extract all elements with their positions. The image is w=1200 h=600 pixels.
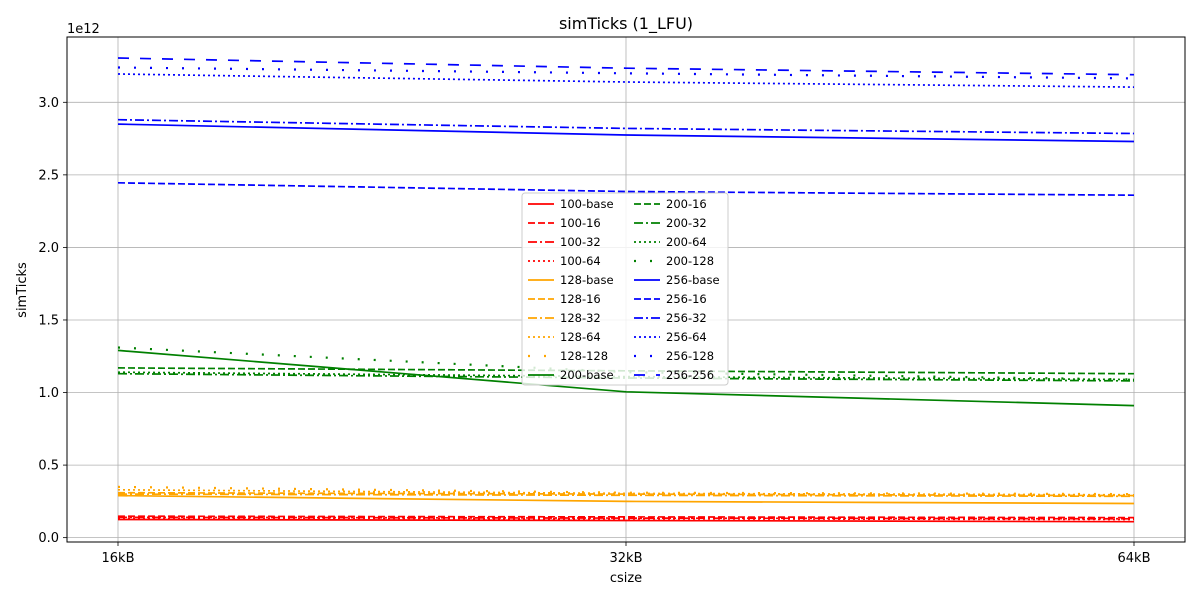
- x-tick-label: 32kB: [610, 551, 643, 566]
- series-line-256-32: [117, 118, 1135, 135]
- legend-label-128-64: 128-64: [560, 330, 601, 344]
- legend-label-200-base: 200-base: [560, 368, 614, 382]
- series-line-128-base: [117, 494, 1135, 505]
- series-line-200-32: [117, 372, 1135, 382]
- series-lines: [117, 57, 1135, 523]
- y-tick-label: 1.5: [38, 313, 59, 328]
- series-line-200-16: [117, 367, 1135, 375]
- legend-box: [521, 192, 729, 386]
- legend: 100-base 100-16 100-32 100-64 128-base 128-16…: [521, 192, 729, 386]
- x-axis-label: csize: [610, 571, 642, 586]
- legend-label-256-base: 256-base: [666, 273, 720, 287]
- legend-label-200-32: 200-32: [666, 216, 707, 230]
- legend-label-128-base: 128-base: [560, 273, 614, 287]
- y-tick-label: 1.0: [38, 386, 59, 401]
- legend-label-128-128: 128-128: [560, 349, 608, 363]
- series-line-100-16: [117, 515, 1135, 519]
- legend-label-256-128: 256-128: [666, 349, 714, 363]
- series-line-256-base: [117, 123, 1135, 143]
- series-line-256-64: [117, 73, 1135, 88]
- series-line-100-64: [117, 517, 1135, 521]
- series-line-128-32: [117, 493, 1135, 498]
- legend-label-200-64: 200-64: [666, 235, 707, 249]
- legend-label-100-64: 100-64: [560, 254, 601, 268]
- legend-label-100-16: 100-16: [560, 216, 601, 230]
- legend-label-200-128: 200-128: [666, 254, 714, 268]
- series-line-256-16: [117, 181, 1135, 197]
- x-tick-label: 16kB: [102, 551, 135, 566]
- y-tick-label: 2.5: [38, 168, 59, 183]
- legend-label-200-16: 200-16: [666, 197, 707, 211]
- legend-label-100-base: 100-base: [560, 197, 614, 211]
- legend-label-128-16: 128-16: [560, 292, 601, 306]
- legend-label-256-32: 256-32: [666, 311, 707, 325]
- y-tick-label: 3.0: [38, 96, 59, 111]
- axis-ticks: 16kB 32kB 64kB 0.0 0.5 1.0 1.5 2.0 2.5 3.0: [38, 96, 1150, 566]
- series-line-100-base: [117, 518, 1135, 523]
- series-line-256-256: [117, 57, 1135, 76]
- series-line-200-base: [117, 349, 1135, 407]
- y-tick-label: 0.0: [38, 531, 59, 546]
- chart-title: simTicks (1_LFU): [559, 14, 693, 34]
- y-tick-label: 0.5: [38, 459, 59, 474]
- series-line-200-64: [117, 371, 1135, 381]
- legend-label-100-32: 100-32: [560, 235, 601, 249]
- legend-label-256-16: 256-16: [666, 292, 707, 306]
- x-tick-label: 64kB: [1118, 551, 1151, 566]
- legend-label-128-32: 128-32: [560, 311, 601, 325]
- y-tick-label: 2.0: [38, 241, 59, 256]
- legend-label-256-256: 256-256: [666, 368, 714, 382]
- series-line-128-64: [117, 488, 1135, 496]
- legend-label-256-64: 256-64: [666, 330, 707, 344]
- y-axis-label: simTicks: [15, 262, 30, 318]
- y-scale-label: 1e12: [67, 22, 100, 37]
